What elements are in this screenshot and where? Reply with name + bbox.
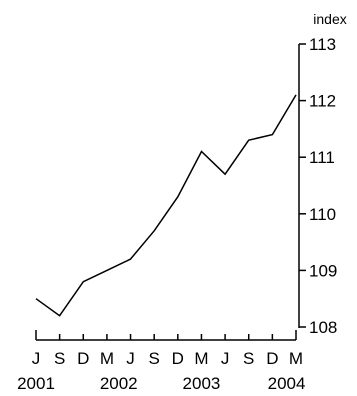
y-tick-label: 110 bbox=[309, 205, 336, 224]
x-tick-label: S bbox=[54, 349, 65, 368]
series-line bbox=[35, 94, 297, 317]
x-year-label: 2003 bbox=[183, 374, 221, 393]
x-tick-label: J bbox=[126, 349, 135, 368]
x-tick-label: D bbox=[172, 349, 184, 368]
x-tick-label: J bbox=[32, 349, 41, 368]
x-tick-label: M bbox=[289, 349, 303, 368]
y-axis-unit-label: index bbox=[313, 11, 346, 27]
x-tick-label: M bbox=[100, 349, 114, 368]
x-year-label: 2001 bbox=[17, 374, 55, 393]
y-tick-label: 112 bbox=[309, 92, 336, 111]
x-tick-label: D bbox=[266, 349, 278, 368]
x-tick-label: D bbox=[77, 349, 89, 368]
x-tick-label: S bbox=[243, 349, 254, 368]
x-tick-label: J bbox=[221, 349, 230, 368]
x-tick-label: S bbox=[149, 349, 160, 368]
x-year-label: 2004 bbox=[268, 374, 306, 393]
y-tick-label: 109 bbox=[309, 261, 337, 280]
series-layer bbox=[35, 94, 297, 317]
y-tick-label: 108 bbox=[309, 318, 337, 337]
x-tick-label: M bbox=[194, 349, 208, 368]
y-tick-label: 111 bbox=[309, 148, 335, 167]
x-year-label: 2002 bbox=[100, 374, 138, 393]
y-tick-label: 113 bbox=[309, 35, 336, 54]
